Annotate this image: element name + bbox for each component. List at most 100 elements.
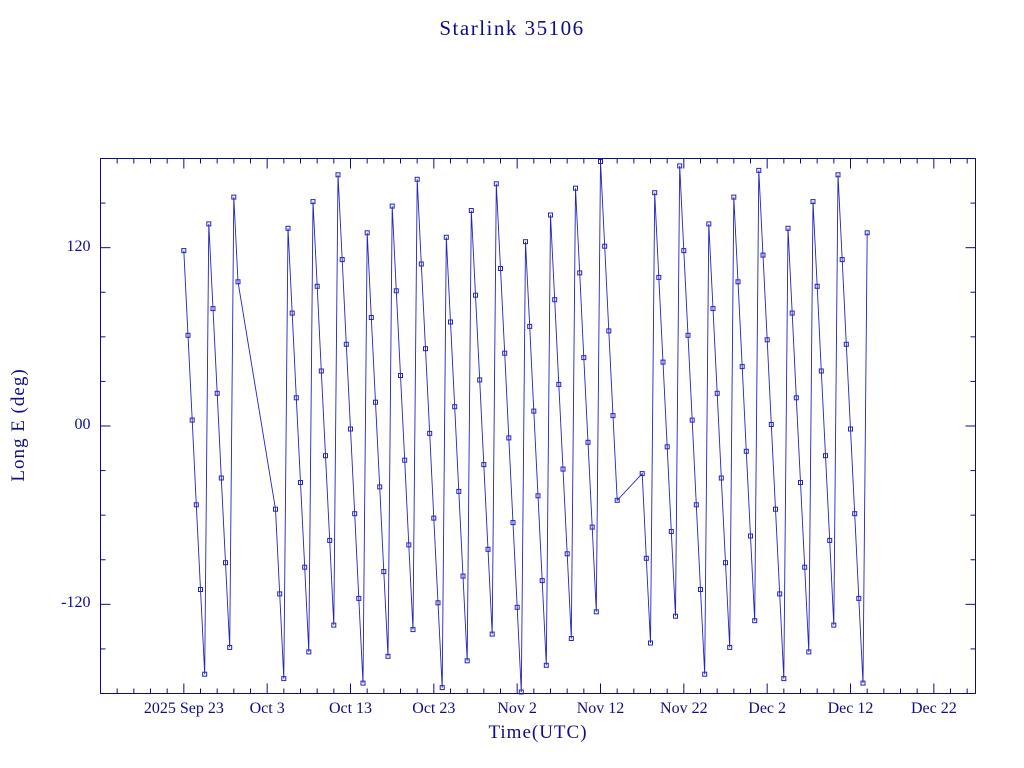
data-point: [802, 564, 808, 570]
data-point: [277, 591, 283, 597]
data-point: [810, 199, 816, 205]
data-point: [368, 315, 374, 320]
data-point: [439, 685, 445, 691]
data-point: [393, 288, 399, 294]
data-point: [410, 627, 416, 633]
data-point: [310, 199, 316, 205]
data-point: [523, 239, 528, 245]
data-point: [323, 453, 328, 459]
data-point: [681, 248, 687, 254]
data-point: [302, 564, 308, 570]
data-point: [606, 328, 612, 334]
data-point: [285, 225, 291, 231]
data-point: [785, 225, 791, 231]
data-point: [306, 649, 312, 655]
data-point: [493, 181, 499, 187]
data-point: [452, 404, 458, 410]
data-point: [227, 644, 233, 650]
data-point: [464, 658, 470, 664]
data-point: [739, 364, 745, 370]
data-point: [498, 266, 503, 271]
data-point: [518, 689, 524, 695]
data-point: [814, 283, 820, 289]
data-point: [389, 203, 395, 209]
data-point: [214, 390, 220, 396]
data-point: [335, 172, 341, 178]
data-point: [210, 306, 216, 312]
data-point: [377, 484, 383, 490]
data-point: [360, 680, 366, 686]
data-point: [593, 609, 599, 615]
axis-ticks: [100, 158, 976, 694]
data-point: [548, 212, 553, 218]
data-point: [331, 622, 337, 628]
data-point: [456, 488, 462, 494]
data-point: [798, 480, 803, 485]
data-point: [748, 533, 753, 539]
data-point: [402, 457, 408, 463]
data-point: [489, 631, 495, 637]
data-point: [648, 640, 653, 646]
data-point: [564, 551, 570, 557]
data-point: [218, 475, 224, 481]
data-series: [183, 161, 868, 693]
data-point: [777, 591, 783, 597]
data-point: [831, 622, 837, 628]
data-point: [756, 167, 762, 173]
data-point: [652, 190, 658, 196]
data-point: [343, 341, 349, 347]
data-point: [289, 310, 295, 316]
data-point: [348, 426, 353, 432]
data-point: [510, 520, 516, 526]
data-point: [773, 506, 778, 512]
data-point: [818, 368, 824, 374]
data-point: [189, 417, 195, 423]
data-point: [185, 332, 191, 338]
data-point: [481, 462, 487, 468]
data-point: [752, 618, 758, 624]
data-point: [610, 413, 616, 419]
data-point: [477, 377, 483, 383]
page-title: Starlink 35106: [439, 16, 585, 40]
data-point: [539, 578, 545, 584]
data-point: [223, 560, 228, 566]
data-point: [689, 417, 695, 423]
data-point: [473, 292, 478, 298]
data-point-markers: [181, 159, 870, 695]
data-point: [385, 653, 391, 659]
data-point: [206, 221, 212, 227]
data-point: [827, 537, 833, 543]
data-point: [364, 230, 370, 236]
data-point: [589, 524, 595, 530]
data-point: [448, 319, 453, 325]
data-point: [727, 644, 733, 650]
data-point: [702, 671, 708, 677]
data-point: [506, 435, 512, 441]
data-point: [531, 408, 537, 414]
data-point: [789, 310, 795, 316]
data-point: [418, 261, 424, 267]
data-point: [423, 346, 428, 352]
data-point: [327, 537, 333, 543]
data-point: [639, 471, 645, 477]
data-point: [293, 395, 299, 401]
data-point: [235, 279, 241, 285]
data-point: [660, 359, 666, 365]
data-point: [527, 323, 533, 329]
data-point: [273, 506, 278, 512]
data-point: [406, 542, 412, 548]
data-point: [643, 555, 649, 561]
data-point: [710, 306, 716, 312]
data-point: [381, 569, 387, 575]
data-point: [543, 662, 549, 668]
data-point: [356, 595, 362, 601]
data-point: [427, 430, 433, 436]
data-point: [485, 546, 491, 552]
data-point: [760, 252, 766, 258]
data-point: [706, 221, 712, 227]
data-point: [298, 480, 303, 485]
data-point: [281, 676, 287, 682]
data-point: [835, 172, 841, 178]
data-point: [843, 341, 849, 347]
data-point: [860, 680, 866, 686]
